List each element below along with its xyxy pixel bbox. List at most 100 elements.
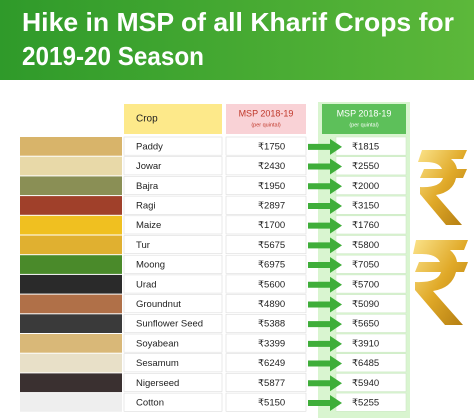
crop-name: Moong <box>136 260 165 271</box>
cell <box>225 274 307 294</box>
title-banner <box>0 0 474 80</box>
crop-photo <box>20 196 122 215</box>
crop-name: Nigerseed <box>136 378 179 389</box>
cell <box>225 313 307 333</box>
new-msp: ₹5090 <box>352 299 379 310</box>
crop-name: Ragi <box>136 200 156 211</box>
column-header: MSP 2018-19 <box>337 108 392 118</box>
table: Crop MSP 2018-19 (per quintal) MSP 2018-… <box>20 104 407 412</box>
arrow <box>308 197 342 214</box>
cell <box>123 294 223 314</box>
arrow <box>308 335 342 352</box>
arrow <box>308 375 342 392</box>
cell <box>225 254 307 274</box>
cell <box>123 333 223 353</box>
crop-photo <box>20 373 122 393</box>
column-header: MSP 2018-19 <box>239 108 294 118</box>
new-msp: ₹1815 <box>352 141 379 152</box>
column-header: Crop <box>136 114 158 125</box>
old-msp: ₹5675 <box>258 240 285 251</box>
new-msp: ₹5650 <box>352 319 379 330</box>
arrow <box>308 178 342 195</box>
cell <box>123 254 223 274</box>
old-msp: ₹5877 <box>258 378 285 389</box>
old-msp: ₹4890 <box>258 299 285 310</box>
cell <box>225 235 307 255</box>
crop-name: Sunflower Seed <box>136 319 203 330</box>
cell <box>225 353 307 373</box>
new-msp: ₹2000 <box>352 181 379 192</box>
cell <box>225 215 307 235</box>
arrow <box>308 394 342 411</box>
crop-photo <box>20 176 122 196</box>
rupee-decoration <box>418 150 467 225</box>
cell <box>123 176 223 195</box>
cell <box>225 294 307 314</box>
crop-photo <box>20 353 122 373</box>
old-msp: ₹6249 <box>258 358 285 369</box>
new-msp: ₹3910 <box>352 338 379 349</box>
new-msp: ₹5800 <box>352 240 379 251</box>
old-msp: ₹3399 <box>258 338 285 349</box>
column-note: (per quintal) <box>349 122 379 128</box>
old-msp: ₹5150 <box>258 397 285 408</box>
arrow <box>308 237 342 254</box>
crop-photo <box>20 255 122 274</box>
old-msp: ₹1750 <box>258 141 285 152</box>
title: Hike in MSP of all Kharif Crops for <box>22 7 454 37</box>
arrow <box>308 257 342 274</box>
old-msp: ₹1950 <box>258 181 285 192</box>
crop-photo <box>20 294 122 314</box>
crop-photo <box>20 137 122 156</box>
title: 2019-20 Season <box>22 41 204 71</box>
new-msp: ₹3150 <box>352 200 379 211</box>
cell <box>225 392 307 412</box>
arrow <box>308 355 342 372</box>
crop-name: Tur <box>136 240 150 251</box>
crop-photo <box>20 314 122 333</box>
arrow <box>308 316 342 333</box>
new-msp: ₹5700 <box>352 279 379 290</box>
crop-name: Jowar <box>136 161 161 172</box>
cell <box>123 274 223 294</box>
arrow <box>308 217 342 234</box>
crop-photo <box>20 156 122 176</box>
arrow <box>308 296 342 313</box>
old-msp: ₹2430 <box>258 161 285 172</box>
cell <box>225 195 307 215</box>
crop-name: Cotton <box>136 397 164 408</box>
rupee-decoration <box>413 240 468 325</box>
arrow <box>308 138 342 155</box>
cell <box>123 195 223 215</box>
arrow <box>308 158 342 175</box>
new-msp: ₹6485 <box>352 358 379 369</box>
crop-name: Soyabean <box>136 338 179 349</box>
crop-name: Groundnut <box>136 299 181 310</box>
new-msp: ₹7050 <box>352 260 379 271</box>
cell <box>123 373 223 392</box>
cell <box>123 353 223 373</box>
cell <box>123 156 223 176</box>
crop-name: Maize <box>136 220 161 231</box>
crop-name: Paddy <box>136 141 163 152</box>
cell <box>123 136 223 156</box>
cell <box>123 313 223 333</box>
crop-name: Bajra <box>136 181 159 192</box>
old-msp: ₹1700 <box>258 220 285 231</box>
header-cell <box>124 104 222 134</box>
old-msp: ₹5600 <box>258 279 285 290</box>
crop-photo <box>20 235 122 255</box>
new-msp: ₹5940 <box>352 378 379 389</box>
cell <box>123 392 223 412</box>
cell <box>225 333 307 353</box>
new-msp: ₹5255 <box>352 397 379 408</box>
old-msp: ₹2897 <box>258 200 285 211</box>
crop-name: Urad <box>136 279 157 290</box>
crop-photo <box>20 393 122 412</box>
cell <box>225 136 307 156</box>
old-msp: ₹5388 <box>258 319 285 330</box>
column-note: (per quintal) <box>251 122 281 128</box>
old-msp: ₹6975 <box>258 260 285 271</box>
crop-photo <box>20 334 122 353</box>
